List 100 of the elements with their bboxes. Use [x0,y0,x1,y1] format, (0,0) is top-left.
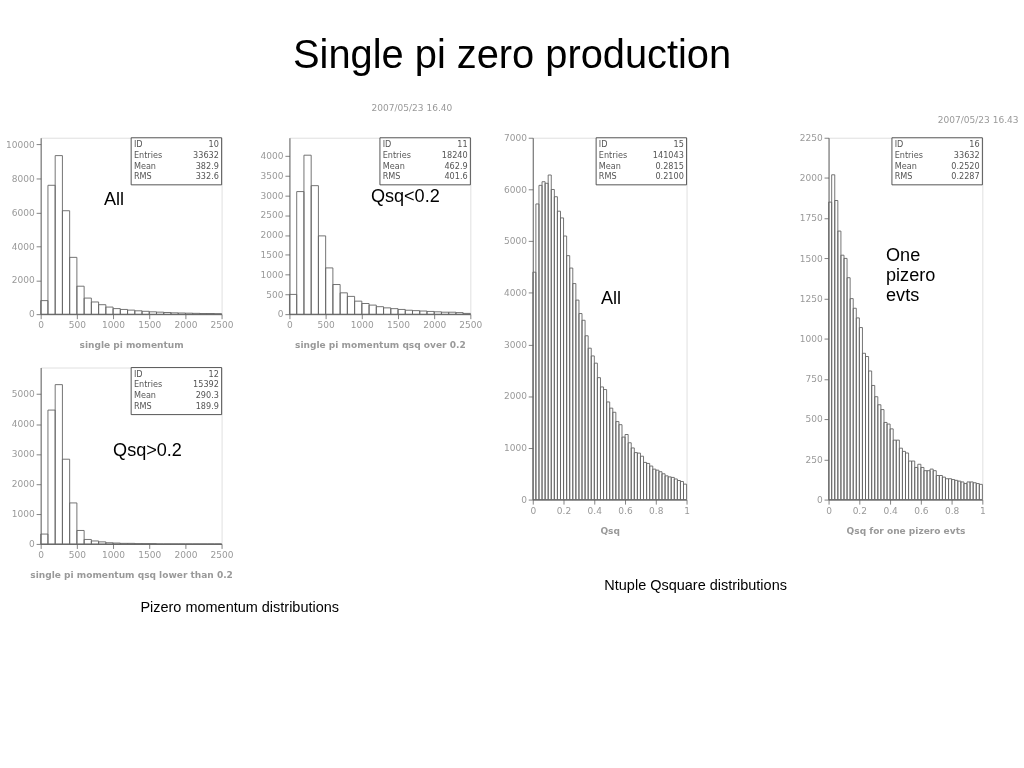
x-tick-label: 0.6 [618,505,633,516]
text: Mean 462.9 [382,160,468,171]
text: Mean 382.9 [133,160,219,171]
x-tick-label: 0 [38,549,45,560]
y-tick-label: 0 [29,539,36,550]
text: Entries 15392 [133,379,219,390]
y-tick-label: 500 [266,289,284,300]
y-tick-label: 1000 [260,269,284,280]
x-tick-label: 1 [684,505,690,516]
annotation: All [601,288,622,309]
y-tick-label: 1750 [799,213,823,224]
y-tick-label: 10000 [6,139,36,150]
text: RMS 0.2100 [598,171,684,182]
y-tick-label: 2250 [799,132,823,143]
y-tick-label: 4000 [260,151,284,162]
x-tick-label: 0.2 [556,505,572,516]
text: ID 11 [382,138,468,149]
y-tick-label: 500 [805,414,823,425]
x-tick-label: 2000 [174,549,198,560]
x-tick-label: 0 [530,505,537,516]
text: ID 15 [598,138,684,149]
x-axis-title: single pi momentum qsq lower than 0.2 [30,569,233,580]
x-tick-label: 500 [68,320,87,331]
y-tick-label: 250 [805,454,823,465]
text: ID 16 [894,138,980,149]
y-tick-label: 0 [277,309,284,320]
y-tick-label: 1500 [799,253,823,264]
y-tick-label: 0 [29,309,36,320]
y-tick-label: 4000 [11,241,36,252]
y-tick-label: 2000 [11,479,36,490]
text: Entries 141043 [598,149,684,160]
y-tick-label: 2000 [260,230,284,241]
x-tick-label: 1 [979,505,986,516]
text: Mean 0.2815 [598,160,684,171]
y-tick-label: 3500 [260,170,284,181]
y-tick-label: 2000 [503,391,528,402]
y-tick-label: 8000 [11,173,36,184]
x-tick-label: 0 [287,320,294,331]
x-axis-title: Qsq for one pizero evts [846,525,966,536]
chart-title: Single pi zero production [293,31,732,76]
y-tick-label: 5000 [11,389,36,400]
text: RMS 189.9 [133,401,219,412]
x-tick-label: 2500 [459,320,483,331]
text: Entries 18240 [382,149,468,160]
x-axis-title: single pi momentum qsq over 0.2 [295,340,466,351]
annotation: Qsq>0.2 [113,440,182,461]
text: Entries 33632 [133,149,219,160]
x-tick-label: 500 [68,549,87,560]
y-tick-label: 2500 [260,210,284,221]
x-tick-label: 0.6 [914,505,929,516]
x-tick-label: 0 [826,505,833,516]
x-tick-label: 2500 [210,549,234,560]
text: RMS 401.6 [382,171,468,182]
y-tick-label: 1000 [503,443,528,454]
y-tick-label: 1250 [799,293,823,304]
y-tick-label: 2000 [799,173,823,184]
text: ID 12 [133,368,219,379]
x-axis-title: single pi momentum [79,340,184,351]
text: RMS 332.6 [133,171,219,182]
text: ID 10 [133,138,219,149]
text: Mean 290.3 [133,390,219,401]
text: Ntuple Qsquare distributions [604,577,787,594]
x-tick-label: 1000 [350,320,375,331]
y-tick-label: 3000 [11,449,36,460]
x-tick-label: 0.2 [852,505,867,516]
y-tick-label: 0 [521,494,528,505]
y-tick-label: 750 [805,374,823,385]
x-tick-label: 1500 [386,320,411,331]
x-tick-label: 0.8 [649,505,664,516]
y-tick-label: 2000 [11,275,36,286]
x-tick-label: 500 [317,320,335,331]
y-tick-label: 5000 [503,236,528,247]
annotation: All [104,189,125,210]
x-tick-label: 1500 [138,549,162,560]
text: 2007/05/23 16.40 [371,102,453,113]
y-tick-label: 6000 [11,207,36,218]
x-tick-label: 0.4 [587,505,603,516]
text: Entries 33632 [894,149,980,160]
x-tick-label: 0.8 [944,505,960,516]
y-tick-label: 3000 [260,190,284,201]
y-tick-label: 1500 [260,250,284,261]
x-tick-label: 2000 [423,320,447,331]
annotation: Qsq<0.2 [370,185,440,206]
text: RMS 0.2287 [894,171,980,182]
text: Pizero momentum distributions [140,598,340,615]
y-tick-label: 7000 [503,132,528,143]
x-tick-label: 1000 [102,549,126,560]
y-tick-label: 0 [816,494,823,505]
x-tick-label: 1500 [138,320,162,331]
y-tick-label: 4000 [503,288,528,299]
text: 2007/05/23 16.43 [937,115,1019,126]
annotation: One pizero evts [886,244,936,305]
x-tick-label: 1000 [102,320,126,331]
x-tick-label: 2000 [174,320,198,331]
y-tick-label: 6000 [503,184,528,195]
x-tick-label: 2500 [210,320,234,331]
text: Mean 0.2520 [894,160,980,171]
y-tick-label: 1000 [799,333,823,344]
x-tick-label: 0 [38,320,45,331]
x-tick-label: 0.4 [883,505,898,516]
